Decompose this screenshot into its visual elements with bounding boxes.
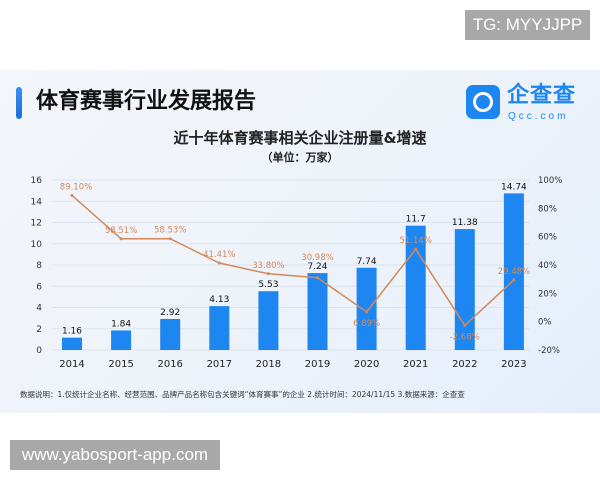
- data-note: 数据说明：1.仅统计企业名称、经营范围、品牌产品名称包含关键词“体育赛事”的企业…: [20, 390, 465, 399]
- x-tick-label: 2021: [403, 359, 428, 370]
- growth-label: 89.10%: [60, 182, 92, 192]
- left-tick-label: 8: [36, 261, 42, 271]
- x-tick-label: 2019: [305, 359, 330, 370]
- bar-value-label: 14.74: [501, 182, 527, 192]
- left-tick-label: 4: [36, 304, 42, 314]
- growth-label: 58.51%: [105, 226, 137, 236]
- bar: [160, 318, 181, 350]
- growth-point: [119, 237, 123, 241]
- bar-value-label: 7.74: [357, 257, 377, 267]
- watermark-top: TG: MYYJJPP: [465, 10, 590, 40]
- right-tick-label: 60%: [538, 233, 557, 243]
- growth-line: [71, 194, 515, 327]
- growth-point: [266, 272, 270, 276]
- right-tick-label: 20%: [538, 289, 557, 299]
- bar: [62, 337, 82, 350]
- bar: [258, 291, 279, 350]
- bar-value-label: 11.7: [406, 215, 426, 225]
- right-tick-label: 100%: [538, 176, 562, 186]
- bar: [454, 229, 475, 350]
- growth-point: [512, 278, 516, 282]
- right-tick-label: -20%: [538, 346, 560, 356]
- growth-point: [414, 247, 418, 251]
- bar: [209, 306, 230, 350]
- bar-value-label: 1.84: [111, 319, 131, 329]
- chart-title: 近十年体育赛事相关企业注册量&增速: [173, 129, 427, 147]
- bar-value-label: 2.92: [160, 308, 180, 318]
- bar: [307, 273, 328, 350]
- growth-point: [365, 310, 369, 314]
- growth-label: 29.48%: [498, 267, 530, 277]
- growth-label: -2.68%: [450, 332, 480, 342]
- bar-value-label: 4.13: [209, 295, 229, 305]
- bar-value-label: 1.16: [62, 327, 82, 337]
- bar: [356, 267, 377, 350]
- growth-label: 30.98%: [301, 253, 333, 263]
- x-tick-label: 2016: [157, 359, 182, 370]
- bar-value-label: 11.38: [452, 218, 478, 228]
- growth-point: [217, 261, 221, 265]
- title-accent: [16, 87, 22, 119]
- left-tick-label: 0: [36, 346, 42, 356]
- logo-domain: Qcc.com: [508, 111, 569, 122]
- growth-label: 58.53%: [154, 226, 186, 236]
- right-tick-label: 80%: [538, 204, 557, 214]
- x-tick-label: 2023: [501, 359, 526, 370]
- growth-label: 51.14%: [399, 236, 431, 246]
- x-tick-label: 2018: [256, 359, 281, 370]
- left-tick-label: 14: [31, 197, 43, 207]
- watermark-bottom: www.yabosport-app.com: [10, 440, 220, 470]
- bar-value-label: 7.24: [307, 262, 327, 272]
- report-title: 体育赛事行业发展报告: [36, 89, 257, 114]
- left-tick-label: 16: [31, 176, 43, 186]
- bar: [111, 330, 132, 350]
- left-tick-label: 6: [36, 282, 42, 292]
- growth-label: 6.89%: [353, 319, 380, 329]
- growth-point: [463, 323, 467, 327]
- growth-point: [168, 237, 172, 241]
- bar: [503, 193, 524, 350]
- left-tick-label: 2: [36, 325, 42, 335]
- growth-label: 41.41%: [203, 250, 235, 260]
- left-tick-label: 10: [31, 240, 43, 250]
- bar-value-label: 5.53: [258, 280, 278, 290]
- x-tick-label: 2020: [354, 359, 379, 370]
- right-tick-label: 0%: [538, 318, 552, 328]
- x-tick-label: 2017: [207, 359, 232, 370]
- growth-label: 33.80%: [252, 261, 284, 271]
- x-tick-label: 2022: [452, 359, 477, 370]
- x-tick-label: 2015: [108, 359, 133, 370]
- growth-point: [70, 193, 74, 197]
- chart-subtitle: （单位：万家）: [261, 151, 339, 164]
- logo-name: 企查查: [507, 83, 577, 108]
- left-tick-label: 12: [31, 219, 42, 229]
- growth-point: [316, 276, 319, 280]
- x-tick-label: 2014: [59, 359, 84, 370]
- report-card: [0, 70, 600, 413]
- right-tick-label: 40%: [538, 261, 557, 271]
- qcc-logo-icon: [466, 85, 500, 119]
